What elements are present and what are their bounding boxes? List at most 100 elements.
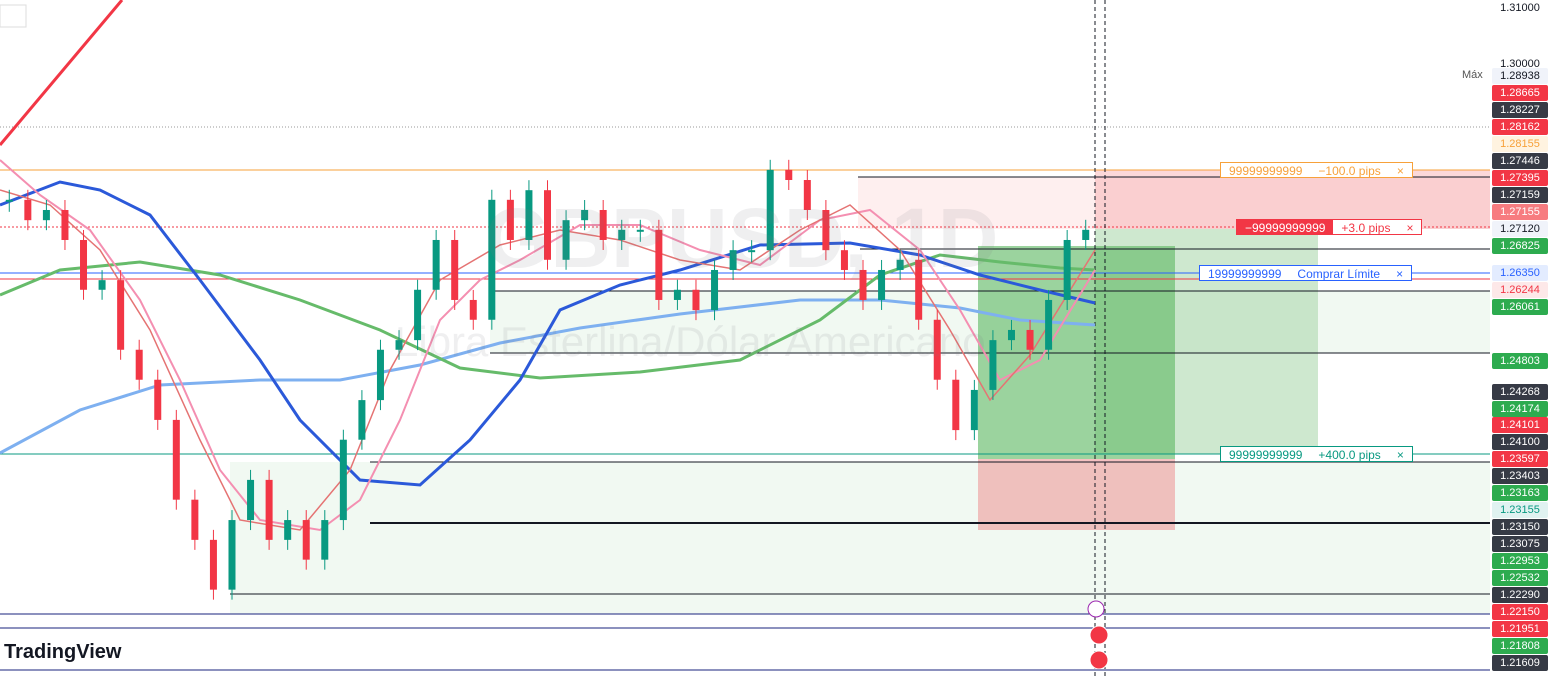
candle-body [525,190,533,240]
candle-body [5,199,13,202]
price-label: 1.23075 [1492,536,1548,552]
close-button[interactable]: × [1396,267,1404,281]
order-label[interactable]: 99999999999 +400.0 pips × [1220,446,1413,462]
candle-body [952,379,960,431]
candle-body [98,280,106,290]
ma-line [0,253,1096,380]
pips: +3.0 pips [1341,221,1391,235]
price-label: 1.22150 [1492,604,1548,620]
candle-body [432,239,440,290]
price-label: 1.21609 [1492,655,1548,671]
candle-body [80,239,88,290]
candle-body [1082,229,1090,240]
candle-body [191,499,199,540]
event-icon [1087,600,1105,618]
candle-body [766,169,774,251]
candle-body [878,269,886,300]
price-label: 1.23155 [1492,502,1548,518]
flag-icon [1089,650,1109,670]
price-label: 1.23163 [1492,485,1548,501]
price-label: 1.27395 [1492,170,1548,186]
candle-body [451,239,459,300]
logo: TradingView [4,641,122,663]
close-button[interactable]: × [1406,221,1414,235]
ma-line [0,298,1096,455]
candle-body [61,209,69,240]
candle-body [803,180,811,210]
candle-body [933,319,941,380]
price-label: 1.31000 [1492,0,1548,16]
price-label: 1.27120 [1492,221,1548,237]
candle-body [618,229,626,240]
ma-line [0,180,1096,487]
price-label: 1.28155 [1492,136,1548,152]
candle-body [469,299,477,320]
moving-averages [0,159,1096,532]
close-button[interactable]: × [1396,448,1404,462]
zone [230,462,1490,614]
candle-body [358,400,366,440]
candle-body [302,520,310,560]
candle-body [228,520,236,590]
stop-zone [978,459,1175,530]
candle-body [562,220,570,260]
candle-body [711,269,719,311]
pips: −100.0 pips [1318,164,1381,178]
price-label: 1.27155 [1492,204,1548,220]
candle-body [414,289,422,341]
candle-body [42,209,50,221]
price-label: 1.22532 [1492,570,1548,586]
collapse-button[interactable] [0,4,27,28]
candle-body [785,169,793,181]
watermark-description: Libra Esterlina/Dólar Americano [395,318,986,365]
price-label: 1.26350 [1492,265,1548,281]
price-label: 1.26825 [1492,238,1548,254]
price-label: 1.27159 [1492,187,1548,203]
price-label: 1.21951 [1492,621,1548,637]
price-label: 1.27446 [1492,153,1548,169]
candle-body [748,250,756,253]
close-button[interactable]: × [1396,164,1404,178]
candle-body [1007,329,1015,341]
candle-body [395,340,403,350]
price-label: 1.24100 [1492,434,1548,450]
price-label: 1.28162 [1492,119,1548,135]
candles [5,159,1090,600]
ma-line [0,159,1096,532]
price-label: 1.22290 [1492,587,1548,603]
candle-body [896,259,904,270]
candle-body [488,199,496,320]
quantity: 99999999999 [1229,448,1303,462]
pips: +400.0 pips [1318,448,1381,462]
price-label: 1.21808 [1492,638,1548,654]
candle-body [24,199,32,221]
price-label: 1.24101 [1492,417,1548,433]
order-type: Comprar Límite [1297,267,1381,281]
candle-body [970,389,978,431]
candle-body [284,520,292,540]
order-label[interactable]: 19999999999 Comprar Límite × [1199,265,1413,281]
candle-body [673,289,681,300]
candle-body [135,349,143,380]
candle-body [915,259,923,320]
price-label: 1.26061 [1492,299,1548,315]
candle-body [321,520,329,560]
candle-body [636,229,644,232]
candle-body [506,199,514,240]
candle-body [989,340,997,390]
flag-icon [1089,625,1109,645]
price-label: 1.28665 [1492,85,1548,101]
candle-body [1063,239,1071,300]
quantity: −99999999999 [1237,220,1334,235]
candle-body [822,209,830,251]
candle-body [655,229,663,300]
price-label: 1.28227 [1492,102,1548,118]
watermark-symbol: GBPUSD, 1D [485,191,999,285]
order-label[interactable]: −99999999999 +3.0 pips × [1236,219,1423,235]
candle-body [729,250,737,270]
candle-body [265,479,273,540]
candle-body [692,289,700,311]
candle-body [581,209,589,221]
candle-body [376,349,384,401]
order-label[interactable]: 99999999999 −100.0 pips × [1220,162,1413,178]
